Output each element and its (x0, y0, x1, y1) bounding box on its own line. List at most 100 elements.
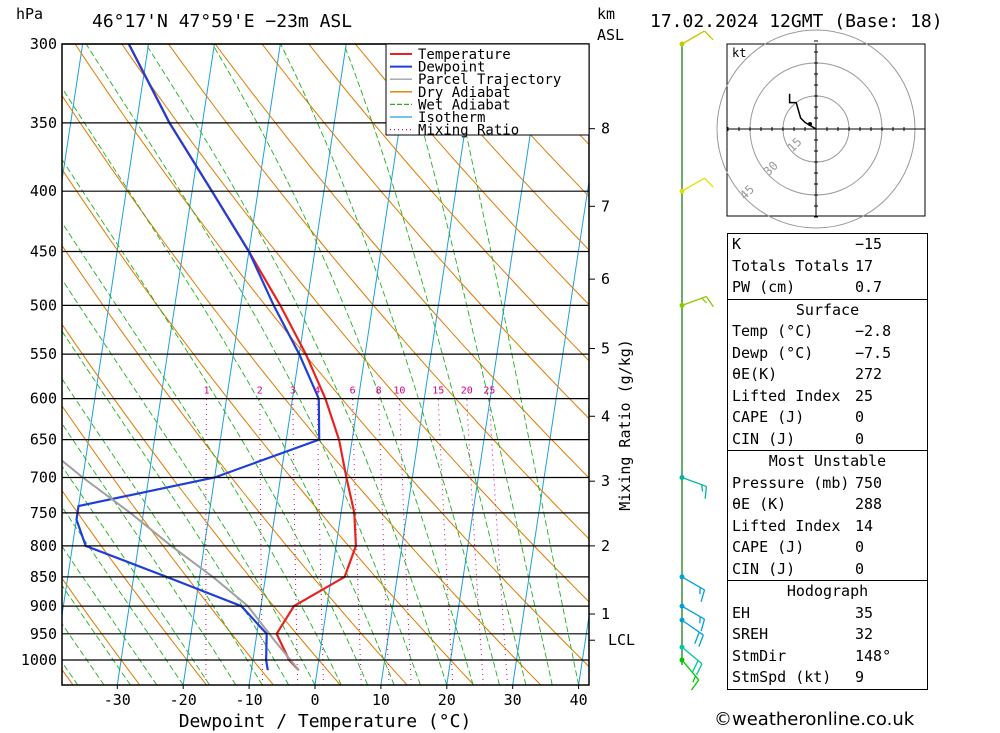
wind-barb-flag (704, 486, 708, 499)
wind-barb-shaft (681, 177, 705, 192)
wind-barb-flag (704, 30, 714, 41)
most-unstable-section: Most Unstable Pressure (mb) 750 θE (K) 288 L… (728, 450, 927, 580)
wet-adiabat (280, 44, 500, 685)
surface-row: Temp (°C) −2.8 (728, 321, 927, 343)
hodograph-label: StmSpd (kt) (732, 668, 832, 686)
km-tick-label: 7 (601, 197, 610, 215)
pressure-tick-label: 550 (30, 345, 57, 363)
wind-barb (679, 475, 708, 499)
x-tick-label: -10 (236, 691, 263, 709)
indices-table: K −15 Totals Totals 17 PW (cm) 0.7 Surface Te… (727, 233, 928, 690)
dry-adiabat (261, 44, 589, 420)
mixing-ratio-line (205, 398, 207, 685)
x-tick-label: 20 (438, 691, 456, 709)
wind-barb-flag (704, 177, 714, 188)
isotherm-line (62, 44, 84, 184)
wind-barb-flag (700, 618, 706, 632)
isotherm-line (380, 44, 479, 685)
storm-motion-marker (808, 122, 812, 126)
pressure-tick-label: 800 (30, 537, 57, 555)
wet-adiabat (62, 378, 263, 685)
isotherm-line (0, 44, 17, 685)
wind-barb-flag (705, 296, 714, 308)
dry-adiabat (62, 244, 408, 685)
surface-label: CAPE (J) (732, 408, 805, 426)
hodograph-section: Hodograph EH 35 SREH 32 StmDir 148° StmSpd (kt… (728, 580, 927, 689)
mixing-ratio-axis-label: Mixing Ratio (g/kg) (616, 339, 634, 511)
index-value: 0.7 (855, 278, 883, 296)
dry-adiabat (214, 44, 589, 479)
hodograph-label: EH (732, 603, 751, 622)
isotherm-line (62, 44, 150, 619)
km-tick-label: 5 (601, 340, 610, 358)
wet-adiabat (62, 422, 237, 685)
legend-entry: Mixing Ratio (418, 123, 519, 139)
plot-frame (61, 43, 590, 686)
wind-barb-shaft (681, 476, 707, 488)
x-axis-label: Dewpoint / Temperature (°C) (179, 711, 472, 732)
hodograph-label: SREH (732, 625, 769, 643)
mixing-ratio-line (466, 398, 484, 685)
wet-adiabat (446, 44, 580, 685)
wind-barb-shaft (681, 605, 705, 620)
dry-adiabat (308, 44, 589, 362)
wind-barb-flag (698, 634, 704, 647)
most-unstable-label: CAPE (J) (732, 538, 805, 556)
most-unstable-label: Pressure (mb) (732, 473, 850, 492)
mixing-ratio-label: 1 (203, 386, 209, 397)
wet-adiabat (85, 44, 421, 685)
legend-entry: Isotherm (418, 110, 485, 126)
datetime-label: 17.02.2024 12GMT (Base: 18) (650, 11, 943, 32)
isotherm-line (446, 44, 545, 685)
surface-label: Lifted Index (732, 386, 841, 405)
wind-barb-flag (690, 679, 700, 691)
hodograph-row: SREH 32 (728, 624, 927, 646)
wet-adiabat (0, 44, 51, 685)
x-tick-label: 30 (504, 691, 522, 709)
hodograph-unit: kt (732, 46, 746, 60)
lcl-label: LCL (608, 631, 635, 649)
wet-adiabat (212, 44, 474, 685)
surface-row: Lifted Index 25 (728, 386, 927, 408)
most-unstable-value: 0 (855, 538, 865, 556)
mixing-ratio-label: 15 (432, 386, 444, 397)
most-unstable-value: 14 (855, 516, 874, 535)
mixing-ratio-label: 8 (376, 386, 382, 397)
x-tick-label: -20 (170, 691, 197, 709)
copyright-footer: ©weatheronline.co.uk (714, 709, 915, 730)
mixing-ratio-label: 10 (393, 386, 405, 397)
isotherm-line (182, 44, 281, 685)
km-tick-label: 4 (601, 407, 610, 425)
most-unstable-label: CIN (J) (732, 559, 796, 578)
index-row: Totals Totals 17 (728, 256, 927, 278)
surface-row: Dewp (°C) −7.5 (728, 343, 927, 365)
dry-adiabat (121, 44, 589, 603)
dewpoint-profile (75, 44, 321, 671)
dry-adiabat (62, 168, 475, 685)
mixing-ratio-line (398, 398, 412, 685)
legend-entry: Wet Adiabat (418, 97, 511, 113)
pressure-tick-label: 950 (30, 625, 57, 643)
surface-label: θE(K) (732, 365, 778, 383)
wind-barb-flag (700, 589, 706, 602)
dry-adiabat (62, 94, 542, 685)
surface-title: Surface (795, 300, 860, 319)
wet-adiabat (62, 584, 131, 685)
surface-value: 272 (855, 365, 883, 383)
wet-adiabat (62, 330, 289, 685)
legend-box (385, 43, 590, 136)
pressure-tick-label: 900 (30, 597, 57, 615)
most-unstable-label: θE (K) (732, 495, 787, 513)
most-unstable-row: Pressure (mb) 750 (728, 473, 927, 495)
mixing-ratio-line (352, 398, 362, 685)
surface-row: CAPE (J) 0 (728, 407, 927, 429)
wet-adiabat (0, 44, 25, 685)
dry-adiabat (62, 405, 274, 685)
most-unstable-label: Lifted Index (732, 516, 841, 535)
wet-adiabat (62, 278, 316, 685)
wet-adiabat (343, 44, 527, 685)
km-tick-label: 2 (601, 537, 610, 555)
km-tick-label: 3 (601, 472, 610, 490)
